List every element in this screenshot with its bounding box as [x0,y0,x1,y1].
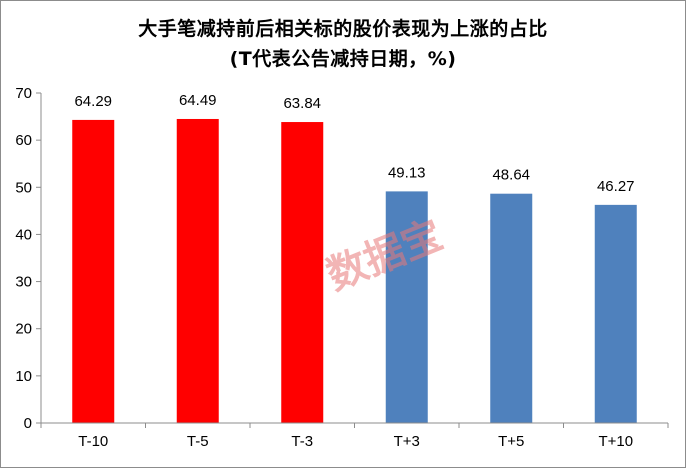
x-axis: T-10 T-5 T-3 T+3 T+5 T+10 [40,422,669,450]
bar-tplus5 [490,193,533,423]
data-label: 46.27 [597,178,635,195]
y-tick-label: 50 [15,179,32,196]
chart-title: 大手笔减持前后相关标的股价表现为上涨的占比 [138,18,548,40]
bars [72,118,637,424]
x-tick-label: T-3 [291,433,313,450]
bar-tplus10 [594,204,637,423]
x-tick-label: T+3 [394,433,420,450]
y-tick-label: 60 [15,132,32,149]
data-labels: 64.29 64.49 63.84 49.13 48.64 46.27 [74,92,634,195]
chart-subtitle: (T代表公告减持日期，%) [229,48,457,70]
y-tick-label: 20 [15,321,32,338]
data-label: 63.84 [283,95,321,112]
bar-tplus3 [385,191,428,423]
x-tick-label: T-5 [187,433,209,450]
x-tick-label: T-10 [78,433,108,450]
data-label: 48.64 [492,167,530,184]
bar-tminus3 [281,122,324,423]
data-label: 64.49 [179,92,217,109]
y-tick-label: 10 [15,368,32,385]
y-tick-label: 0 [24,415,32,432]
y-tick-label: 30 [15,274,32,291]
x-tick-label: T+10 [598,433,633,450]
data-label: 64.29 [74,93,112,110]
data-label: 49.13 [388,164,426,181]
bar-tminus5 [176,118,219,424]
y-tick-label: 40 [15,226,32,243]
watermark-text: 数据宝 [321,212,449,300]
bar-tminus10 [72,119,115,423]
y-tick-label: 70 [15,85,32,102]
x-tick-label: T+5 [498,433,524,450]
y-axis: 0 10 20 30 40 50 60 70 [15,85,42,432]
